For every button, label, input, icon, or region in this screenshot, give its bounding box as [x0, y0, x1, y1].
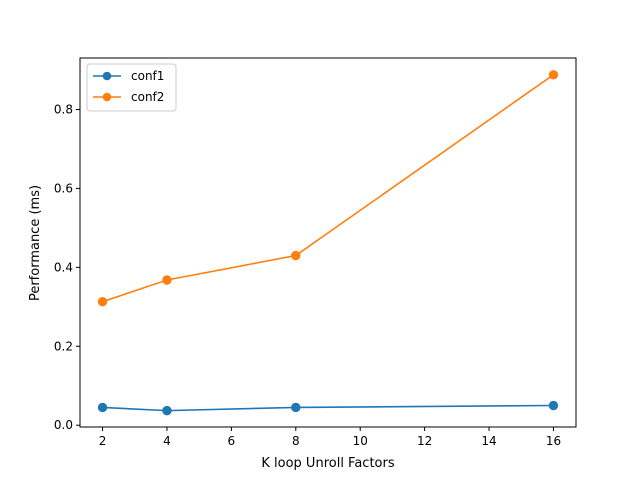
x-tick-label: 12	[417, 434, 432, 448]
y-tick-label: 0.4	[54, 260, 73, 274]
legend: conf1 conf2	[86, 63, 177, 112]
data-point-conf1-4	[162, 405, 172, 416]
legend-label-conf1: conf1	[131, 69, 164, 83]
legend-marker-conf1	[102, 71, 112, 81]
data-point-conf1-16	[548, 400, 559, 411]
legend-marker-conf2	[102, 92, 112, 102]
plot-frame	[79, 57, 577, 428]
plot-area	[97, 70, 559, 416]
data-point-conf2-16	[548, 70, 559, 80]
x-axis: 2 4 6 8 10 12 14 16	[99, 427, 561, 448]
x-tick-label: 2	[99, 434, 107, 448]
legend-label-conf2: conf2	[131, 90, 164, 104]
x-axis-label: K loop Unroll Factors	[261, 456, 394, 471]
x-tick-label: 4	[163, 434, 171, 448]
series-line-conf2	[102, 74, 554, 303]
x-tick-label: 6	[228, 434, 236, 448]
x-tick-label: 8	[292, 434, 300, 448]
series-line-conf1	[102, 404, 554, 412]
y-tick-label: 0.0	[54, 418, 73, 432]
y-axis: 0.0 0.2 0.4 0.6 0.8	[54, 103, 80, 432]
x-tick-label: 14	[481, 434, 496, 448]
y-axis-label: Performance (ms)	[28, 185, 43, 301]
y-tick-label: 0.8	[54, 103, 73, 117]
data-point-conf1-8	[291, 402, 301, 413]
y-tick-label: 0.2	[54, 339, 73, 353]
data-point-conf1-2	[97, 402, 108, 413]
data-point-conf2-8	[291, 250, 301, 261]
data-point-conf2-2	[97, 296, 108, 307]
x-tick-label: 10	[353, 434, 368, 448]
y-tick-label: 0.6	[54, 181, 73, 195]
x-tick-label: 16	[546, 434, 561, 448]
data-point-conf2-4	[162, 275, 172, 285]
